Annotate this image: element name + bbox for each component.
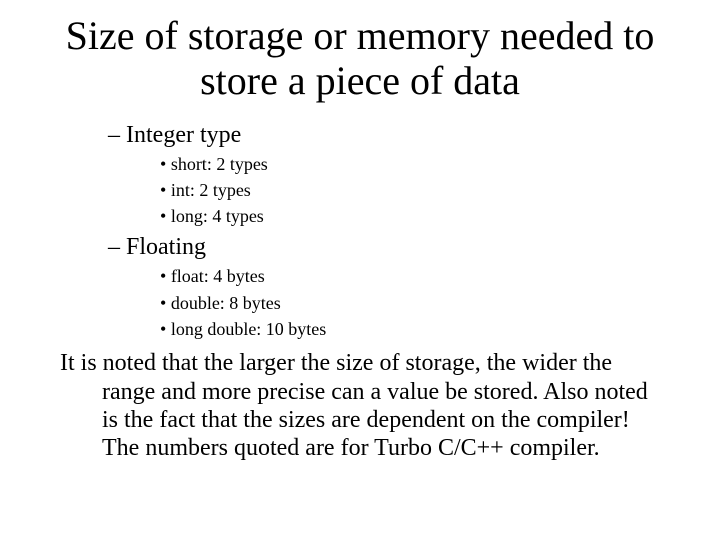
list-item: float: 4 bytes [160,264,660,288]
list-item: long: 4 types [160,204,660,228]
list-item: int: 2 types [160,178,660,202]
list-item: long double: 10 bytes [160,317,660,341]
slide-title: Size of storage or memory needed to stor… [60,14,660,104]
section-heading-floating: Floating [108,232,660,262]
list-item: double: 8 bytes [160,291,660,315]
section-heading-integer: Integer type [108,120,660,150]
note-paragraph: It is noted that the larger the size of … [60,349,660,462]
slide: Size of storage or memory needed to stor… [0,0,720,540]
list-item: short: 2 types [160,152,660,176]
